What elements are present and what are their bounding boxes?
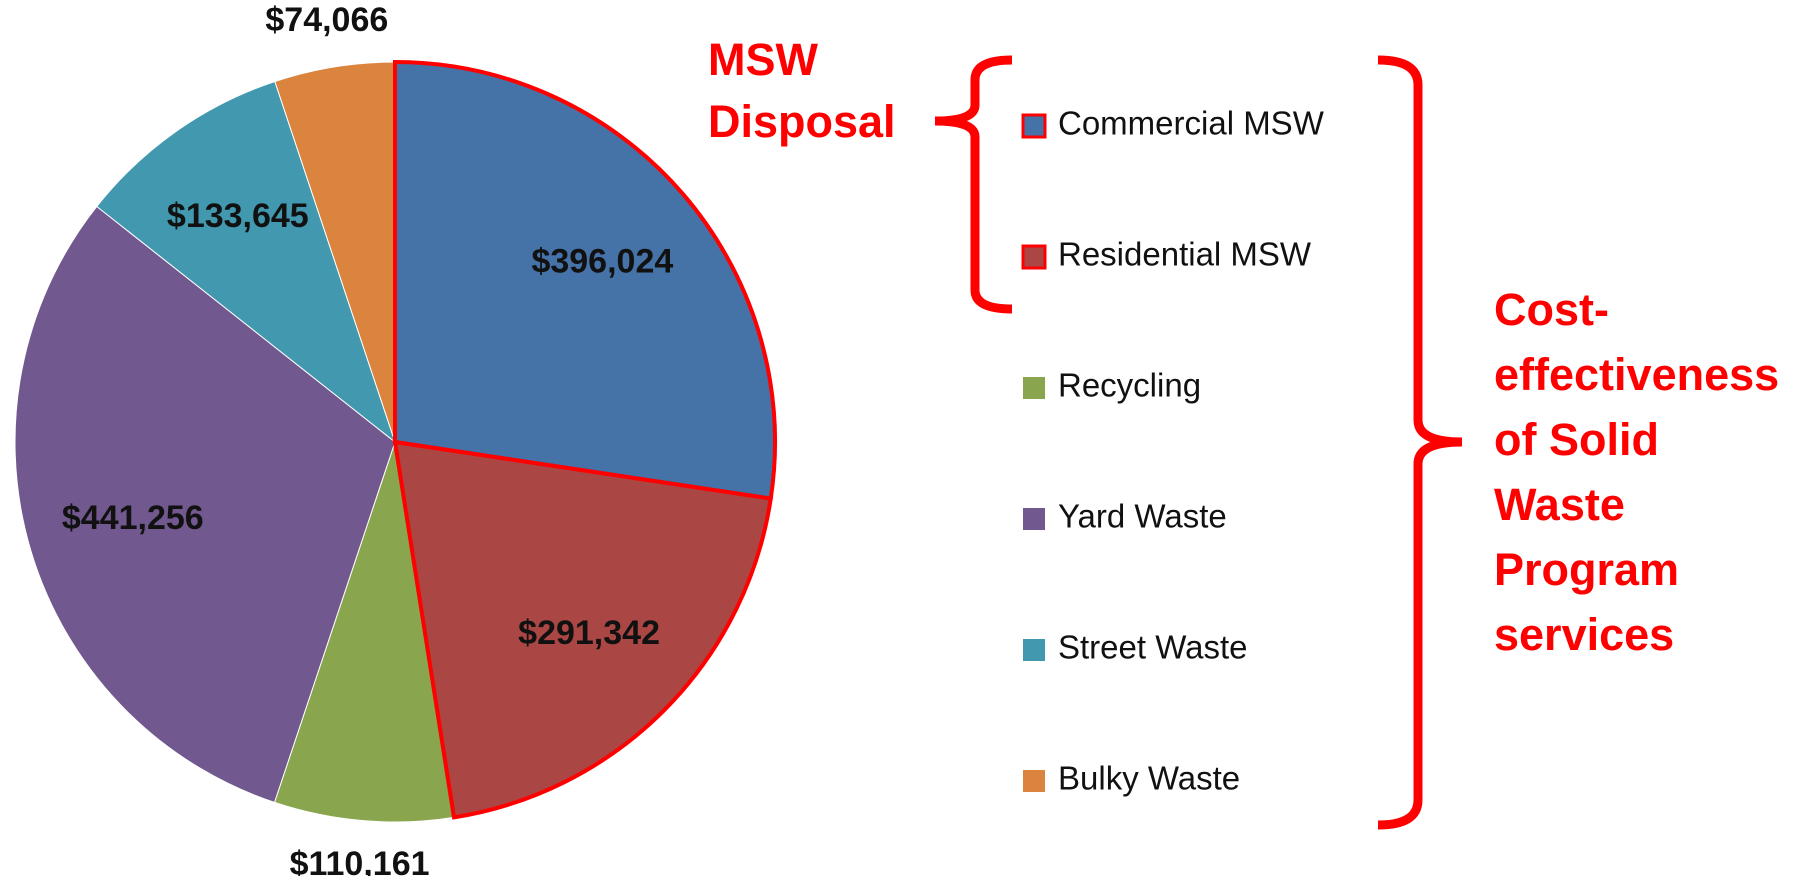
legend-label: Bulky Waste	[1058, 760, 1240, 797]
legend-swatch	[1021, 244, 1047, 270]
data-label: $110,161	[290, 845, 430, 876]
pie-slice	[14, 205, 396, 804]
legend-swatch	[1023, 639, 1045, 661]
legend-label: Residential MSW	[1058, 236, 1312, 273]
data-label: $74,066	[265, 1, 388, 39]
legend-swatch	[1023, 377, 1045, 399]
msw-brace	[934, 55, 1013, 314]
slice-outline	[393, 59, 777, 501]
annotation: Program	[1494, 544, 1679, 595]
annotation: MSW	[708, 34, 819, 85]
data-label: $441,256	[62, 499, 204, 537]
legend-swatch	[1023, 770, 1045, 792]
annotation: Disposal	[708, 96, 896, 147]
legend-label: Recycling	[1058, 367, 1201, 404]
legend-label: Commercial MSW	[1058, 105, 1325, 142]
annotation: services	[1494, 609, 1674, 660]
data-label: $133,645	[167, 197, 309, 235]
annotation: Waste	[1494, 479, 1625, 530]
legend-label: Street Waste	[1058, 629, 1248, 666]
slice-outline	[392, 439, 774, 820]
annotation: effectiveness	[1494, 349, 1779, 400]
annotation: Cost-	[1494, 284, 1609, 335]
cost-brace	[1377, 55, 1463, 830]
pie-slice	[96, 80, 397, 444]
data-label: $396,024	[531, 243, 673, 281]
data-label: $291,342	[518, 614, 660, 652]
legend-label: Yard Waste	[1058, 498, 1227, 535]
legend-swatch	[1021, 113, 1047, 139]
annotation: of Solid	[1494, 414, 1659, 465]
legend-swatch	[1023, 508, 1045, 530]
